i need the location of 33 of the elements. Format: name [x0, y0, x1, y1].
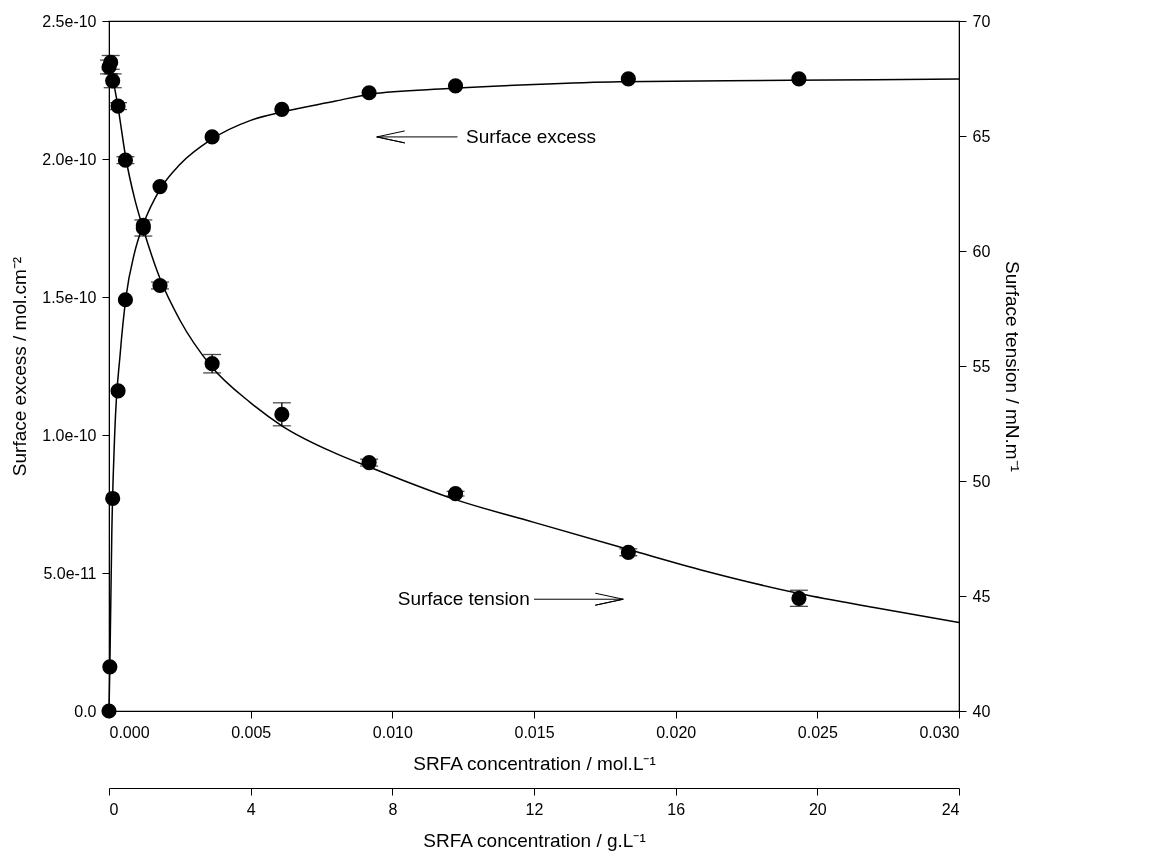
y-axis-title: Surface excess / mol.cm⁻²	[9, 256, 31, 477]
x-axis-title: SRFA concentration / mol.L⁻¹	[413, 752, 656, 774]
x2-axis-title: SRFA concentration / g.L⁻¹	[423, 829, 646, 851]
x-tick-label: 0.020	[656, 723, 697, 741]
y-tick-label: 5.0e-11	[43, 564, 97, 582]
y2-tick-label: 40	[972, 702, 991, 720]
x-tick-label: 0.025	[797, 723, 838, 741]
y2-tick-label: 60	[972, 242, 991, 260]
x-tick-label: 0.005	[231, 723, 272, 741]
x2-tick-label: 12	[525, 800, 544, 818]
y2-tick-label: 50	[972, 472, 991, 490]
y-tick-label: 1.5e-10	[42, 288, 97, 306]
x2-tick-label: 4	[246, 800, 256, 818]
y2-tick-label: 70	[972, 12, 991, 30]
x2-tick-label: 20	[808, 800, 827, 818]
y-tick-label: 2.0e-10	[42, 150, 97, 168]
y2-tick-label: 55	[972, 357, 991, 375]
x2-tick-label: 16	[667, 800, 686, 818]
x2-tick-label: 8	[388, 800, 398, 818]
annotation: Surface excess	[466, 125, 596, 147]
x-tick-label: 0.015	[514, 723, 555, 741]
x2-tick-label: 0	[109, 800, 119, 818]
y2-axis-title: Surface tension / mN.m⁻¹	[1002, 261, 1024, 472]
y-tick-label: 0.0	[74, 702, 97, 720]
x2-tick-label: 24	[941, 800, 960, 818]
y-tick-label: 1.0e-10	[42, 426, 97, 444]
x-tick-label: 0.010	[372, 723, 413, 741]
x-tick-label: 0.000	[109, 723, 150, 741]
y2-tick-label: 45	[972, 587, 991, 605]
x-tick-label: 0.030	[919, 723, 960, 741]
y2-tick-label: 65	[972, 127, 991, 145]
annotation: Surface tension	[397, 588, 530, 610]
y-tick-label: 2.5e-10	[42, 12, 97, 30]
